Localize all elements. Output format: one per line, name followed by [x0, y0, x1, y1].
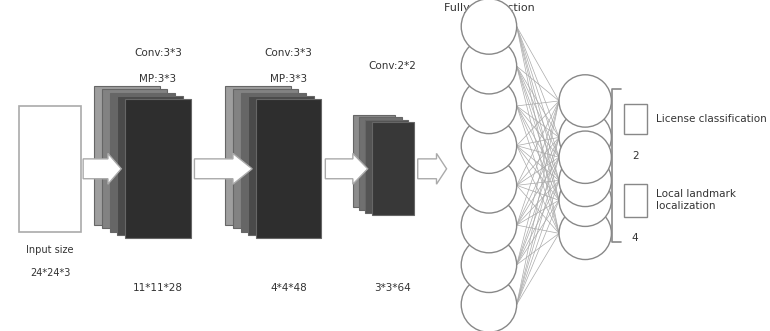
- Bar: [109, 93, 175, 232]
- Text: localization: localization: [656, 201, 715, 211]
- Bar: [624, 184, 647, 217]
- Ellipse shape: [461, 237, 517, 293]
- Ellipse shape: [559, 154, 611, 207]
- Text: Fully connection: Fully connection: [444, 3, 534, 13]
- FancyArrow shape: [417, 154, 447, 184]
- Ellipse shape: [461, 0, 517, 54]
- Bar: [624, 104, 647, 134]
- Ellipse shape: [559, 75, 611, 127]
- Bar: [240, 93, 306, 232]
- Ellipse shape: [559, 111, 611, 164]
- Bar: [117, 96, 182, 235]
- Bar: [353, 115, 396, 207]
- Ellipse shape: [559, 207, 611, 260]
- Text: 128: 128: [478, 318, 500, 328]
- Text: License classification: License classification: [656, 114, 767, 124]
- Bar: [248, 96, 314, 235]
- Text: 24*24*3: 24*24*3: [30, 268, 70, 278]
- Bar: [19, 106, 81, 232]
- Bar: [125, 99, 190, 238]
- Bar: [359, 117, 402, 210]
- Text: Input size: Input size: [26, 245, 74, 255]
- Ellipse shape: [461, 277, 517, 331]
- Ellipse shape: [461, 78, 517, 134]
- Text: Conv:3*3: Conv:3*3: [134, 48, 182, 58]
- Bar: [94, 86, 159, 225]
- Text: MP:3*3: MP:3*3: [139, 74, 176, 84]
- Bar: [371, 122, 414, 215]
- Ellipse shape: [559, 174, 611, 226]
- Text: Conv:3*3: Conv:3*3: [265, 48, 313, 58]
- Text: MP:3*3: MP:3*3: [270, 74, 307, 84]
- FancyArrow shape: [325, 154, 367, 184]
- Ellipse shape: [461, 158, 517, 213]
- FancyArrow shape: [83, 154, 121, 184]
- Text: 4*4*48: 4*4*48: [270, 283, 307, 293]
- FancyArrow shape: [194, 154, 252, 184]
- Ellipse shape: [559, 131, 611, 183]
- Bar: [233, 89, 299, 228]
- Bar: [102, 89, 167, 228]
- Ellipse shape: [461, 118, 517, 173]
- Text: 3*3*64: 3*3*64: [374, 283, 411, 293]
- Text: 4: 4: [632, 233, 638, 243]
- Ellipse shape: [461, 38, 517, 94]
- Bar: [226, 86, 291, 225]
- Text: 11*11*28: 11*11*28: [133, 283, 182, 293]
- Text: Local landmark: Local landmark: [656, 189, 736, 199]
- Text: Conv:2*2: Conv:2*2: [369, 61, 417, 71]
- Ellipse shape: [461, 197, 517, 253]
- Bar: [365, 120, 407, 213]
- Text: 2: 2: [632, 151, 638, 161]
- Bar: [256, 99, 322, 238]
